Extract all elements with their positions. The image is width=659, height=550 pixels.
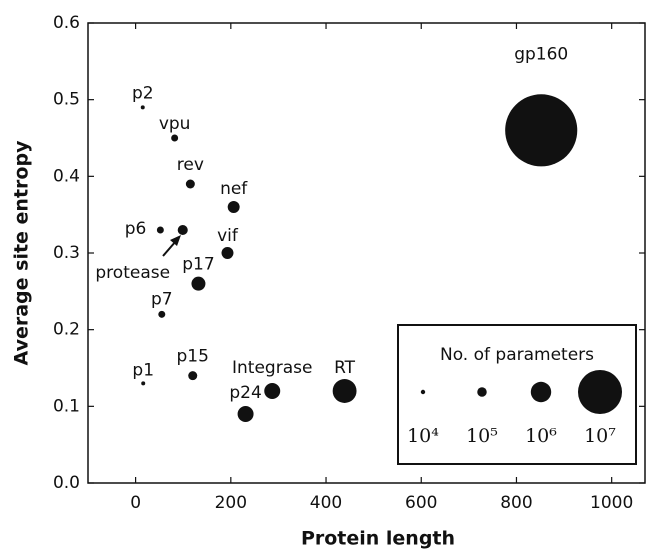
y-tick-label: 0.3 [53,243,80,263]
legend-bubble [420,389,426,395]
point-label: p17 [182,255,214,275]
x-tick-label: 600 [405,493,437,513]
bubble [156,226,164,234]
point-label: p7 [151,289,173,309]
point-label: vif [217,226,239,246]
bubble [140,105,145,110]
y-tick-label: 0.4 [53,166,80,186]
x-tick-label: 1000 [590,493,633,513]
annotation-arrowhead [170,235,181,246]
legend-title: No. of parameters [440,345,594,365]
legend-label: 10⁴ [407,425,439,447]
point-label: p1 [132,360,154,380]
point-label: gp160 [514,44,568,64]
bubble [227,201,240,213]
point-label: nef [220,179,248,199]
legend-bubble [477,387,487,397]
point-label: rev [177,155,204,175]
point-label: p24 [229,383,261,403]
bubble [237,406,254,422]
y-tick-label: 0.1 [53,396,80,416]
legend-bubble [530,381,552,403]
point-label: protease [95,263,170,283]
bubble [332,379,357,403]
bubble [177,224,188,236]
bubble [185,179,195,189]
y-tick-label: 0.0 [53,473,80,493]
point-label: p2 [132,83,154,103]
point-label: vpu [159,114,191,134]
bubble [191,276,206,291]
bubble [171,134,179,142]
bubble [505,94,578,167]
x-tick-label: 800 [500,493,532,513]
legend-bubble [578,370,622,414]
bubble [221,247,234,259]
bubble [158,310,166,318]
x-axis-label: Protein length [301,528,455,550]
bubble [264,383,281,399]
bubble [188,371,198,381]
legend-label: 10⁷ [584,425,616,447]
annotation-arrow [162,240,177,257]
point-label: Integrase [232,358,312,378]
point-label: p15 [177,347,209,367]
x-tick-label: 400 [310,493,342,513]
bubble [141,381,146,386]
legend-label: 10⁶ [525,425,557,447]
legend-label: 10⁵ [466,425,498,447]
x-tick-label: 200 [215,493,247,513]
x-tick-label: 0 [130,493,141,513]
y-tick-label: 0.2 [53,320,80,340]
y-axis-label: Average site entropy [11,140,33,366]
point-label: p6 [125,219,147,239]
y-tick-label: 0.5 [53,90,80,110]
y-tick-label: 0.6 [53,13,80,33]
point-label: RT [334,358,356,378]
